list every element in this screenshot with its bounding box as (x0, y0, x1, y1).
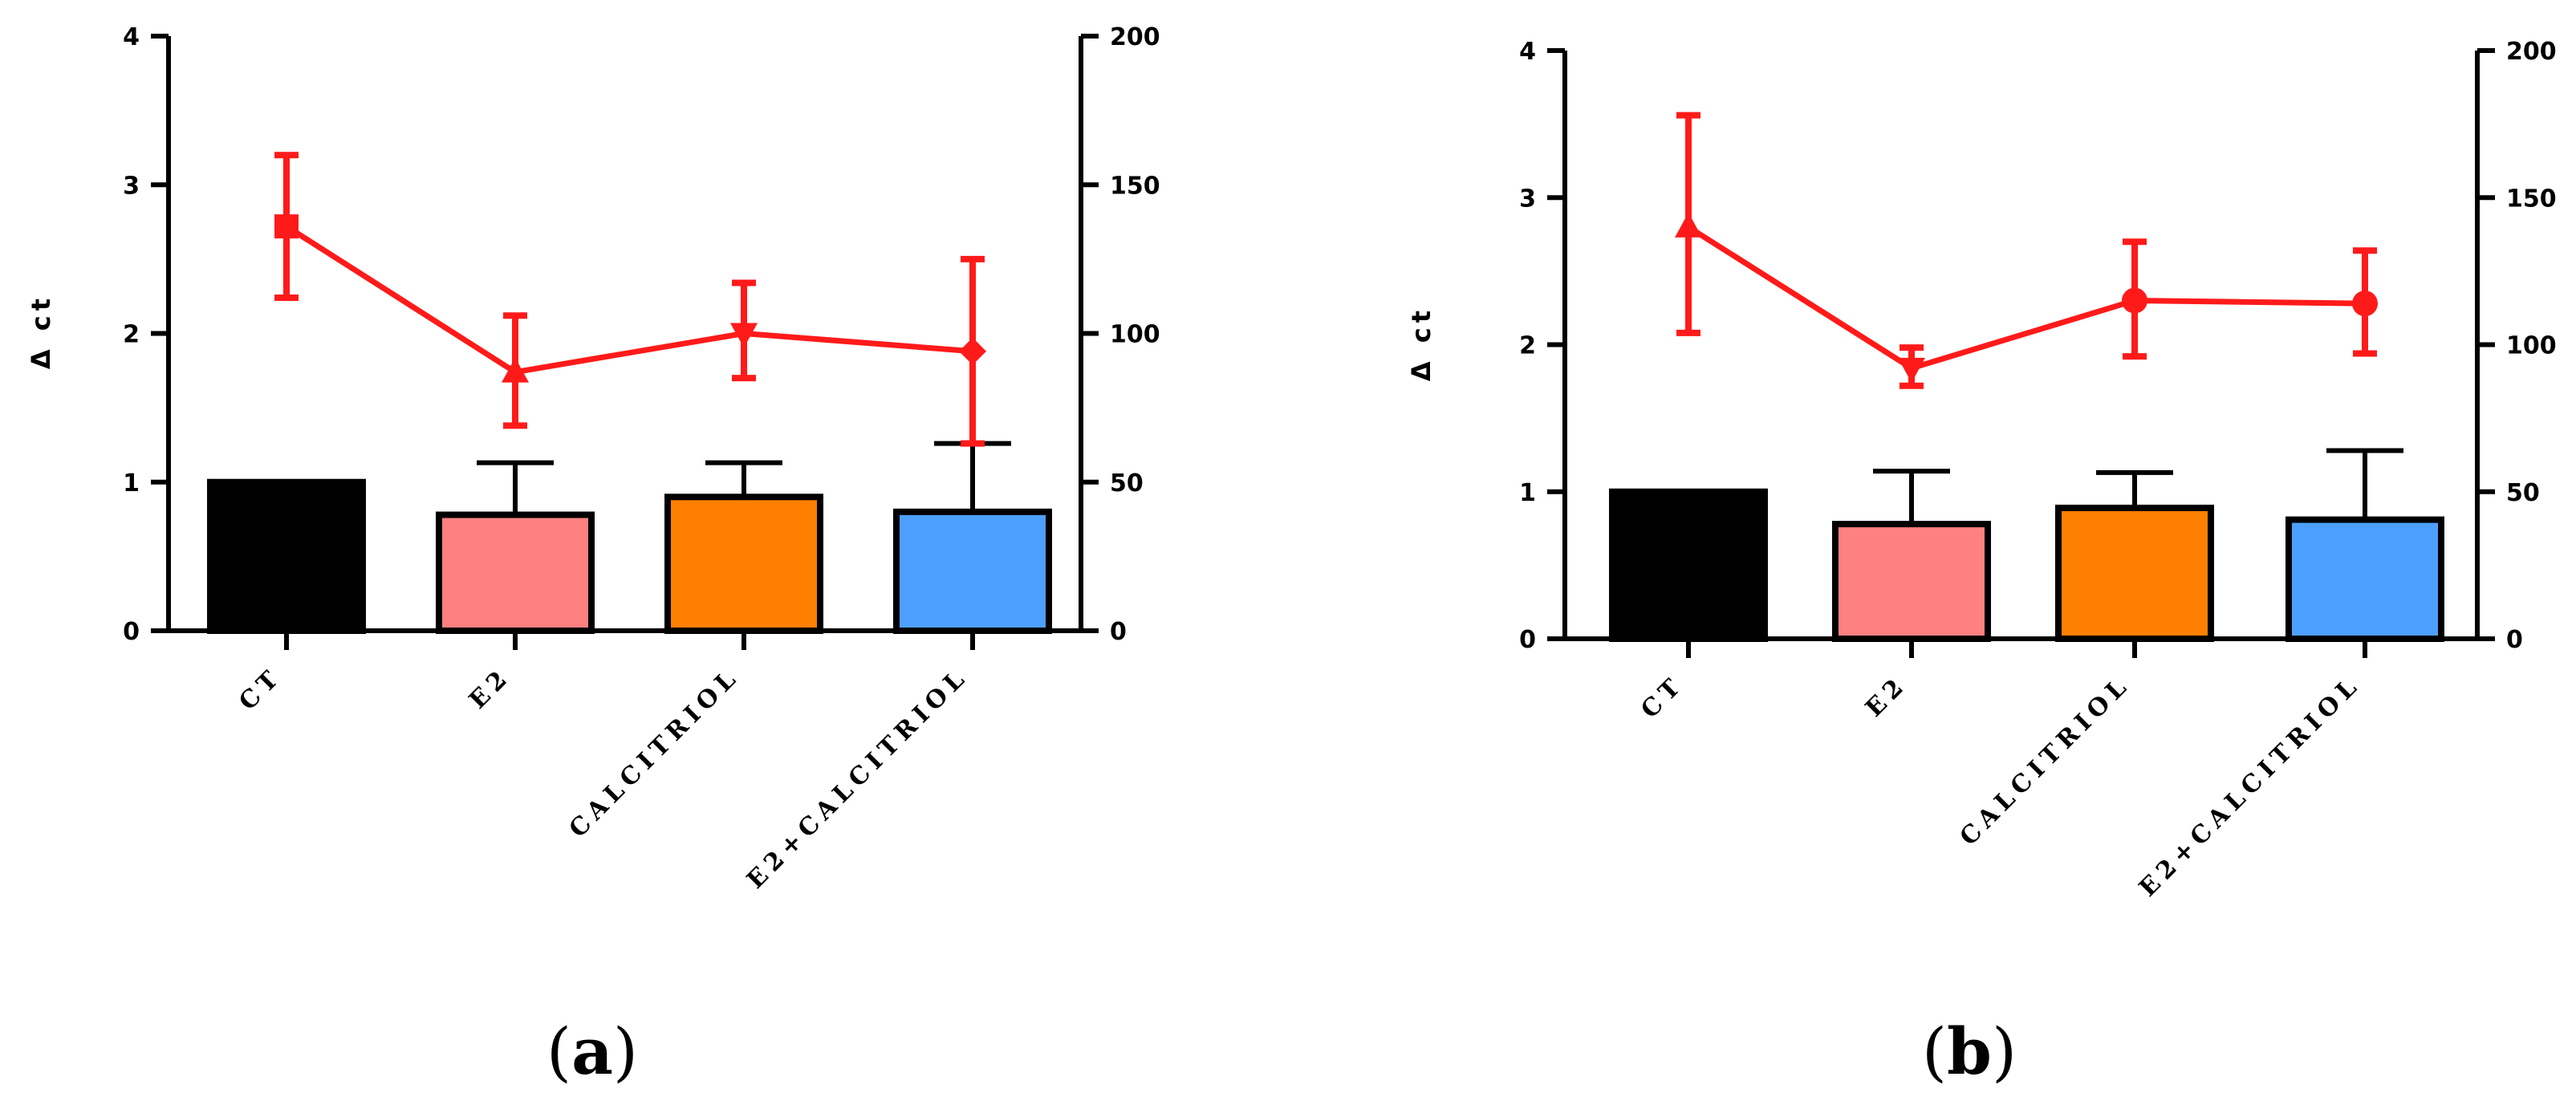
chart-panel-b: 0 1 2 3 4 0 50 100 150 200 CT E2 CALCITRIOLE2+CALCIT… (1406, 38, 2557, 1089)
panel-label-letter: a (571, 1014, 613, 1089)
bar (436, 511, 595, 634)
panel-label-open: ( (546, 1014, 571, 1089)
right-tick-label: 200 (1110, 23, 1160, 51)
x-tick-label: E2 (464, 662, 517, 715)
panel-label: (a) (546, 1014, 638, 1089)
line-point (2352, 290, 2378, 317)
left-tick-label: 4 (1519, 38, 1536, 66)
series-line (1687, 224, 2366, 372)
right-tick-label: 100 (1110, 321, 1160, 349)
panel-label-letter: b (1947, 1014, 1992, 1089)
line-point (502, 357, 529, 383)
x-tick-label: CALCITRIOL (1955, 670, 2136, 851)
right-tick-label: 150 (1110, 172, 1160, 200)
left-tick-label: 3 (1519, 185, 1536, 213)
y-axis-title: Δ ct (1406, 306, 1436, 381)
series-line (285, 224, 973, 376)
bar (2285, 516, 2444, 642)
line-point (274, 214, 299, 239)
bar (1609, 488, 1768, 642)
x-tick-label: E2+CALCITRIOL (742, 662, 974, 895)
left-tick-label: 0 (123, 618, 140, 646)
right-tick-label: 0 (1110, 618, 1127, 646)
panel-label-open: ( (1922, 1014, 1947, 1089)
x-tick-label: E2 (1860, 670, 1913, 723)
left-tick-label: 1 (123, 469, 140, 498)
left-tick-label: 1 (1519, 479, 1536, 507)
left-tick-label: 2 (1519, 332, 1536, 360)
line-point (730, 323, 758, 348)
left-tick-label: 3 (123, 172, 140, 200)
line-point (959, 337, 986, 365)
x-tick-label: CT (1635, 670, 1689, 724)
bar (664, 494, 823, 635)
line-point (2122, 287, 2147, 314)
panel-label-close: ) (1992, 1014, 2017, 1089)
bar (893, 508, 1052, 634)
right-tick-label: 50 (1110, 469, 1144, 498)
right-tick-label: 100 (2506, 332, 2557, 360)
chart-panel-a: 0 1 2 3 4 0 50 100 150 200 CT E2 CALCITRIOLE2+CALCIT… (26, 23, 1160, 1089)
bar (1832, 521, 1991, 642)
line-point (1898, 357, 1925, 383)
left-tick-label: 2 (123, 321, 140, 349)
right-tick-label: 50 (2506, 479, 2540, 507)
left-tick-label: 0 (1519, 626, 1536, 654)
line-point (1675, 212, 1702, 238)
left-tick-label: 4 (123, 23, 140, 51)
x-tick-label: E2+CALCITRIOL (2134, 670, 2367, 903)
right-tick-label: 0 (2506, 626, 2523, 654)
y-axis-title: Δ ct (26, 294, 56, 369)
bar (207, 478, 366, 634)
panel-label: (b) (1922, 1014, 2017, 1089)
panel-label-close: ) (613, 1014, 638, 1089)
x-tick-label: CALCITRIOL (564, 662, 746, 843)
bar (2055, 504, 2214, 642)
right-tick-label: 150 (2506, 185, 2557, 213)
x-tick-label: CT (234, 662, 287, 716)
right-tick-label: 200 (2506, 38, 2557, 66)
